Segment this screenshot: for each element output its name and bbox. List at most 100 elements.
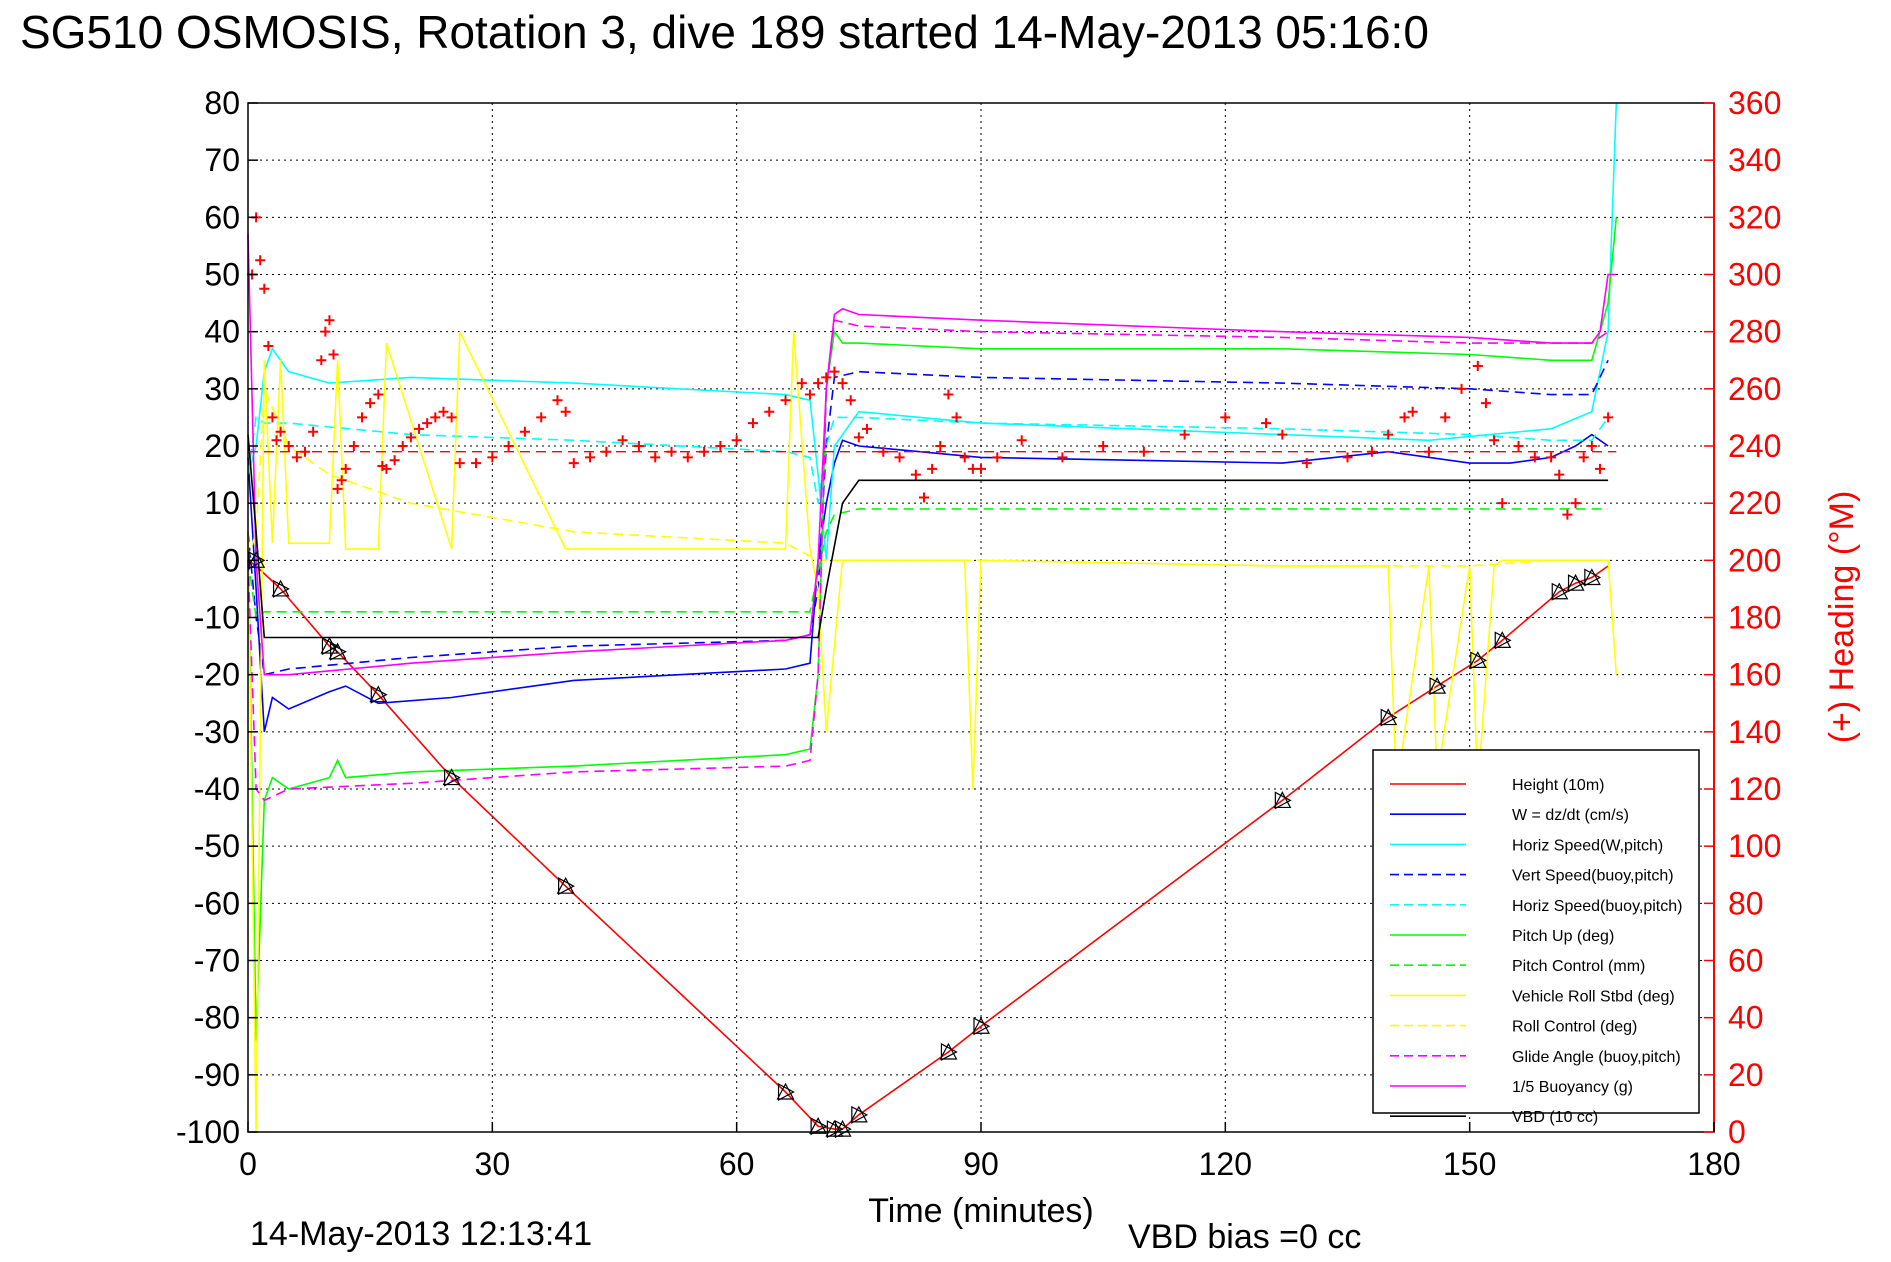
heading-point [601,446,612,457]
heading-point [1423,446,1434,457]
heading-point [747,418,758,429]
heading-point [813,378,824,389]
heading-point [430,412,441,423]
heading-point [1220,412,1231,423]
heading-point [1057,452,1068,463]
y2-tick-label: 80 [1728,885,1764,921]
heading-point [1366,446,1377,457]
heading-point [1513,441,1524,451]
heading-point [1277,429,1288,440]
heading-point [910,469,921,480]
waypoint-marker-up [1468,651,1487,668]
waypoint-marker-up [1379,708,1398,726]
heading-point [1440,412,1451,423]
heading-point [1472,360,1483,371]
waypoint-marker-right [940,1042,958,1061]
y2-axis-label: (+) Heading (°M) [1823,491,1861,744]
x-axis-label: Time (minutes) [868,1192,1093,1230]
series-line-vbd-10-cc [247,434,1609,639]
heading-point [1480,398,1491,409]
y2-tick-label: 140 [1728,714,1781,750]
heading-point [263,340,274,351]
x-tick-label: 180 [1687,1146,1740,1182]
waypoint-marker-right [272,579,290,598]
heading-point [959,452,970,463]
legend-box [1372,749,1700,1114]
heading-point [666,446,677,457]
heading-point [1179,429,1190,440]
heading-point [715,441,726,451]
waypoint-marker-right [810,1117,828,1136]
y-tick-label: -70 [194,943,240,979]
series-line-1-5-buoyancy-g [247,234,1617,676]
series-line-horiz-speed-w-pitch [247,102,1618,561]
waypoint-marker-right [1567,574,1585,593]
y-tick-label: -90 [194,1057,240,1093]
y-tick-label: 30 [204,371,240,407]
heading-point [633,441,644,451]
heading-point [300,446,311,457]
waypoint-marker-right [1551,582,1569,601]
y-tick-label: 40 [204,314,240,350]
heading-point [780,395,791,406]
waypoint-marker-right [1584,568,1602,587]
heading-point [332,483,343,494]
heading-point [1586,441,1597,451]
heading-point [560,406,571,417]
heading-point [348,441,359,451]
heading-point [438,406,449,417]
heading-point [682,452,693,463]
heading-point [845,395,856,406]
y2-tick-label: 300 [1728,257,1781,293]
legend-label-horiz-speed-buoy-pitch: Horiz Speed(buoy,pitch) [1512,898,1682,915]
chart-title: SG510 OSMOSIS, Rotation 3, dive 189 star… [20,6,1429,58]
heading-point [259,283,270,294]
heading-point [853,432,864,443]
waypoint-marker-layer [247,551,1602,1139]
heading-point [861,423,872,434]
waypoint-marker-up [833,1119,852,1137]
heading-point [951,412,962,423]
heading-point [365,398,376,409]
legend-label-pitch-control-mm: Pitch Control (mm) [1512,958,1645,975]
heading-point [267,412,278,423]
waypoint-marker-right [851,1105,869,1124]
heading-point [454,458,465,469]
heading-point [927,463,938,474]
y-tick-label: -20 [194,657,240,693]
heading-point [804,389,815,400]
y-tick-label: 10 [204,485,240,521]
waypoint-marker-up [972,1016,990,1034]
y-axis-right: 3603403203002802602402202001801601401201… [1704,85,1781,1150]
legend-label-w-dz-dt-cm-s: W = dz/dt (cm/s) [1512,807,1629,824]
heading-point [381,463,392,474]
y2-tick-label: 160 [1728,657,1781,693]
heading-point [1399,412,1410,423]
y2-tick-label: 60 [1728,943,1764,979]
legend-label-roll-control-deg: Roll Control (deg) [1512,1019,1637,1036]
heading-point [389,455,400,466]
waypoint-marker-up [271,579,290,597]
heading-point [1456,383,1467,394]
heading-point [935,441,946,451]
y2-tick-label: 280 [1728,314,1781,350]
heading-point [943,389,954,400]
heading-point [1570,498,1581,509]
x-tick-label: 30 [475,1146,511,1182]
heading-point [894,452,905,463]
heading-point [316,355,327,366]
waypoint-marker-right [329,642,347,661]
heading-point [1301,458,1312,469]
waypoint-marker-right [834,1120,852,1139]
legend-label-pitch-up-deg: Pitch Up (deg) [1512,928,1614,945]
heading-point [1138,446,1149,457]
heading-point [976,463,986,474]
waypoint-marker-up [1566,573,1585,591]
legend-label-height-10m: Height (10m) [1512,777,1604,794]
heading-point [585,452,596,463]
heading-point [357,412,368,423]
y-tick-label: 70 [204,142,240,178]
x-tick-label: 120 [1199,1146,1252,1182]
y2-tick-label: 260 [1728,371,1781,407]
